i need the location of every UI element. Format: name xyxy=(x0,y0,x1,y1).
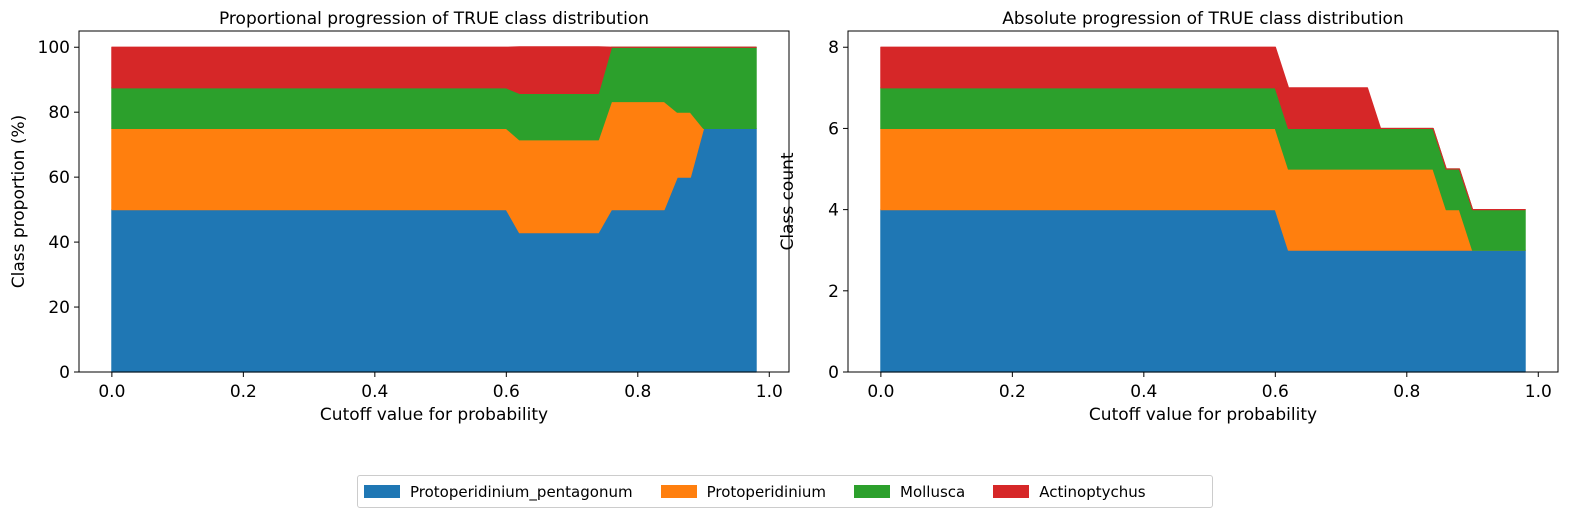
y-tick-label: 80 xyxy=(48,103,70,123)
plot-frame xyxy=(78,30,790,373)
x-tick-label: 0.6 xyxy=(493,382,520,402)
y-tick-label: 20 xyxy=(48,298,70,318)
y-tick-label: 60 xyxy=(48,168,70,188)
legend-swatch xyxy=(660,485,697,498)
y-tick-label: 40 xyxy=(48,233,70,253)
chart-title: Proportional progression of TRUE class d… xyxy=(219,9,649,29)
chart-title: Absolute progression of TRUE class distr… xyxy=(1002,9,1403,29)
x-tick-label: 0.2 xyxy=(999,382,1026,402)
x-tick-label: 0.8 xyxy=(1393,382,1420,402)
y-tick-label: 6 xyxy=(828,119,839,139)
legend-label: Mollusca xyxy=(900,482,966,501)
legend-swatch xyxy=(993,485,1030,498)
x-tick-label: 0.8 xyxy=(624,382,651,402)
charts-canvas: 0.0 0.2 0.4 0.6 0.8 1.0020406080100Proportion… xyxy=(9,9,1559,425)
x-tick-label: 0.4 xyxy=(361,382,388,402)
legend-label: Actinoptychus xyxy=(1039,482,1146,501)
y-axis-label: Class proportion (%) xyxy=(9,115,29,289)
y-axis-label: Class count xyxy=(778,152,798,250)
area-actinoptychus xyxy=(880,46,1526,211)
legend-label: Protoperidinium xyxy=(706,482,826,501)
y-tick-label: 2 xyxy=(828,282,839,302)
legend-item-actinoptychus: Actinoptychus xyxy=(993,482,1146,501)
legend-swatch xyxy=(854,485,890,498)
legend: Protoperidinium_pentagonum Protoperidini… xyxy=(357,475,1213,508)
y-tick-label: 0 xyxy=(828,363,839,383)
x-tick-label: 0.2 xyxy=(230,382,257,402)
legend-item-mollusca: Mollusca xyxy=(854,483,965,501)
x-tick-label: 0.6 xyxy=(1262,382,1289,402)
legend-swatch xyxy=(364,485,400,498)
legend-item-protoperidinium: Protoperidinium xyxy=(660,482,826,501)
area-actinoptychus xyxy=(111,46,757,94)
x-axis-label: Cutoff value for probability xyxy=(320,405,548,425)
x-tick-label: 0.0 xyxy=(98,382,125,402)
y-tick-label: 4 xyxy=(828,201,839,221)
y-tick-label: 8 xyxy=(828,38,839,58)
plot-frame xyxy=(847,30,1559,373)
x-tick-label: 1.0 xyxy=(756,382,783,402)
legend-item-protoperidinium-pentagonum: Protoperidinium_pentagonum xyxy=(364,483,633,501)
x-axis-label: Cutoff value for probability xyxy=(1089,405,1317,425)
x-tick-label: 0.4 xyxy=(1130,382,1157,402)
legend-label: Protoperidinium_pentagonum xyxy=(410,482,633,501)
y-tick-label: 100 xyxy=(38,38,70,58)
x-tick-label: 0.0 xyxy=(867,382,894,402)
x-tick-label: 1.0 xyxy=(1525,382,1552,402)
y-tick-label: 0 xyxy=(59,363,70,383)
